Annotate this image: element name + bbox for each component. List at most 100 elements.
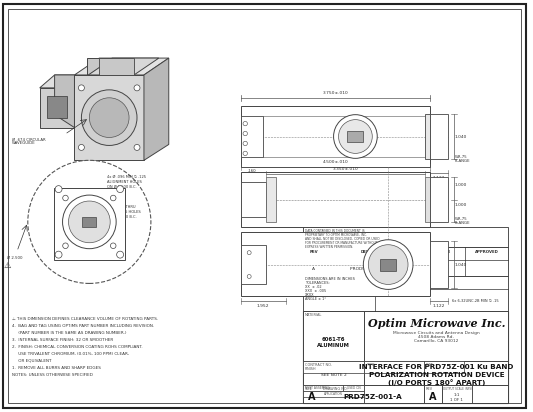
- Bar: [380, 259, 396, 271]
- Polygon shape: [144, 58, 169, 160]
- Text: NOTES: UNLESS OTHERWISE SPECIFIED: NOTES: UNLESS OTHERWISE SPECIFIED: [12, 373, 93, 377]
- Text: 2.  FINISH: CHEMICAL CONVERSION COATING ROHS COMPLIANT.: 2. FINISH: CHEMICAL CONVERSION COATING R…: [12, 345, 142, 349]
- Circle shape: [110, 195, 116, 201]
- Circle shape: [63, 243, 68, 248]
- Text: USE TRIVALENT CHROMIUM, (0.01%, 100 PPM) CLEAR,: USE TRIVALENT CHROMIUM, (0.01%, 100 PPM)…: [12, 352, 129, 356]
- Bar: [442, 385, 472, 403]
- Text: TOLERANCES:: TOLERANCES:: [305, 281, 329, 286]
- Text: 6x 6-32UNC-2B MIN ∅ .15: 6x 6-32UNC-2B MIN ∅ .15: [451, 299, 498, 303]
- Text: ALIGNMENT HOLES: ALIGNMENT HOLES: [107, 180, 142, 184]
- Text: 3.750±.010: 3.750±.010: [322, 91, 349, 95]
- Text: ⚠ THIS DIMENSION DEFINES CLEARANCE VOLUME OF ROTATING PARTS.: ⚠ THIS DIMENSION DEFINES CLEARANCE VOLUM…: [12, 317, 158, 321]
- Bar: [365, 361, 508, 385]
- Text: 4x Ø .096 MIN ∅ .125: 4x Ø .096 MIN ∅ .125: [107, 175, 147, 179]
- Bar: [303, 385, 321, 403]
- Bar: [365, 311, 508, 361]
- Text: MOUNTING HOLES: MOUNTING HOLES: [107, 210, 141, 214]
- Bar: [430, 241, 448, 288]
- Circle shape: [243, 122, 247, 126]
- Bar: [241, 182, 266, 217]
- Text: XXX  ± .005: XXX ± .005: [305, 289, 326, 293]
- Circle shape: [334, 115, 377, 158]
- Text: INTERFACE FOR PRD75Z-001 Ku BAND: INTERFACE FOR PRD75Z-001 Ku BAND: [359, 364, 513, 370]
- Text: DATA CONTAINED IN THIS DOCUMENT IS: DATA CONTAINED IN THIS DOCUMENT IS: [305, 229, 365, 233]
- Circle shape: [28, 160, 151, 283]
- Text: 1.040: 1.040: [455, 134, 467, 138]
- Text: Ø 2.500: Ø 2.500: [7, 255, 22, 260]
- Text: REV: REV: [309, 250, 318, 254]
- Text: 4x Ø .144 THRU: 4x Ø .144 THRU: [107, 205, 136, 209]
- Bar: [47, 96, 67, 118]
- Bar: [241, 245, 266, 284]
- Text: 1.040: 1.040: [455, 262, 467, 267]
- Bar: [365, 361, 424, 373]
- Text: DIMENSIONS ARE IN INCHES: DIMENSIONS ARE IN INCHES: [305, 277, 354, 281]
- Polygon shape: [75, 75, 144, 160]
- Text: 1:1: 1:1: [454, 393, 460, 397]
- Text: OUTPUT SCALE (NFS): OUTPUT SCALE (NFS): [443, 387, 472, 391]
- Text: ON Ø 1.500 B.C.: ON Ø 1.500 B.C.: [107, 185, 137, 189]
- Bar: [99, 58, 134, 75]
- Polygon shape: [40, 88, 75, 128]
- Bar: [425, 114, 430, 159]
- Bar: [430, 114, 448, 159]
- Text: 4.  BAG AND TAG USING OPTIMS PART NUMBER INCLUDING REVISION.: 4. BAG AND TAG USING OPTIMS PART NUMBER …: [12, 324, 154, 328]
- Text: PRD75Z-001-A: PRD75Z-001-A: [343, 393, 402, 400]
- Text: WR-75: WR-75: [455, 155, 467, 159]
- Text: ALUMINUM: ALUMINUM: [317, 344, 350, 349]
- Text: Microwave Circuits and Antenna Design: Microwave Circuits and Antenna Design: [393, 331, 480, 335]
- Circle shape: [55, 251, 62, 258]
- Text: Ø .674 CIRCULAR: Ø .674 CIRCULAR: [12, 138, 45, 141]
- Text: MATERIAL: MATERIAL: [305, 313, 322, 317]
- Bar: [424, 361, 464, 373]
- Text: DESCRIPTION: DESCRIPTION: [360, 250, 390, 254]
- Text: DRAWING NO.: DRAWING NO.: [322, 387, 348, 391]
- Bar: [321, 385, 424, 403]
- Text: 4508 Adams Rd.: 4508 Adams Rd.: [418, 335, 454, 339]
- Text: Optim Microwave Inc.: Optim Microwave Inc.: [368, 318, 505, 329]
- Bar: [303, 361, 365, 385]
- Text: CONTRACT NO.: CONTRACT NO.: [305, 363, 332, 367]
- Text: APPROVED: APPROVED: [474, 250, 498, 254]
- Text: PRODUCTION RELEASE: PRODUCTION RELEASE: [351, 267, 400, 271]
- Bar: [83, 217, 96, 227]
- Circle shape: [110, 243, 116, 248]
- Bar: [241, 232, 430, 296]
- Bar: [303, 311, 365, 361]
- Bar: [303, 311, 508, 403]
- Text: TYPE: TYPE: [366, 363, 375, 367]
- Circle shape: [134, 85, 140, 91]
- Bar: [241, 172, 430, 227]
- Text: NEXT ASSEMBLY: NEXT ASSEMBLY: [305, 386, 329, 390]
- Polygon shape: [54, 75, 75, 128]
- Bar: [241, 116, 263, 157]
- Text: DATE: DATE: [439, 250, 450, 254]
- Bar: [348, 131, 364, 143]
- Bar: [303, 276, 508, 311]
- Text: 3.  INTERNAL SURFACE FINISH: 32 OR SMOOTHER: 3. INTERNAL SURFACE FINISH: 32 OR SMOOTH…: [12, 338, 113, 342]
- Text: SIZE: SIZE: [305, 387, 313, 391]
- Circle shape: [90, 98, 129, 138]
- Circle shape: [243, 141, 247, 145]
- Text: 1 OF 1: 1 OF 1: [450, 398, 463, 402]
- Text: Camarillo, CA 93012: Camarillo, CA 93012: [414, 339, 458, 343]
- Text: APPLICATION: APPLICATION: [324, 392, 343, 396]
- Bar: [303, 227, 508, 247]
- Text: SIZE: SIZE: [426, 363, 434, 367]
- Bar: [54, 188, 125, 260]
- Text: A: A: [308, 392, 316, 402]
- Text: 1.952: 1.952: [257, 304, 269, 308]
- Circle shape: [55, 186, 62, 192]
- Bar: [303, 385, 508, 403]
- Circle shape: [63, 195, 68, 201]
- Text: FOR PROCUREMENT OR MANUFACTURE WITHOUT: FOR PROCUREMENT OR MANUFACTURE WITHOUT: [305, 241, 377, 245]
- Bar: [266, 177, 276, 222]
- Text: EXPRESS WRITTEN PERMISSION.: EXPRESS WRITTEN PERMISSION.: [305, 245, 353, 249]
- Polygon shape: [40, 75, 75, 88]
- Text: POLARIZATION ROTATION DEVICE: POLARIZATION ROTATION DEVICE: [368, 372, 504, 378]
- Circle shape: [82, 90, 137, 145]
- Text: 6061-T6: 6061-T6: [322, 337, 345, 342]
- Text: (PART NUMBER IS THE SAME AS DRAWING NUMBER.): (PART NUMBER IS THE SAME AS DRAWING NUMB…: [12, 331, 126, 335]
- Text: 1.  REMOVE ALL BURRS AND SHARP EDGES: 1. REMOVE ALL BURRS AND SHARP EDGES: [12, 366, 101, 370]
- Text: .160: .160: [248, 169, 256, 173]
